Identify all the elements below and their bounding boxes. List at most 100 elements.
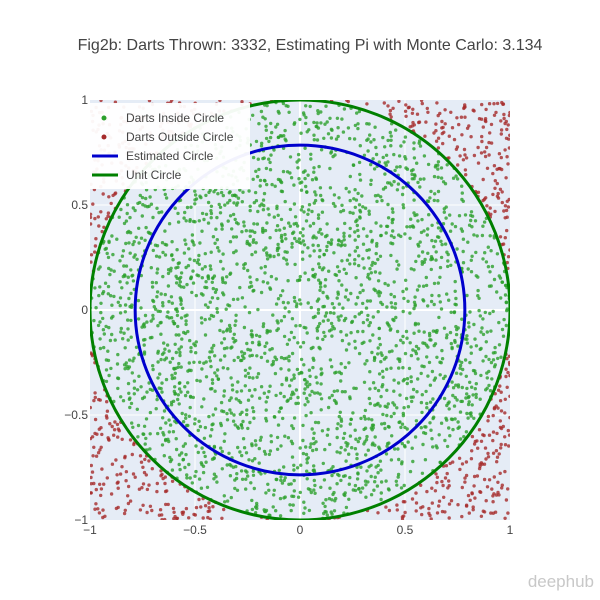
dart-point-inside bbox=[109, 366, 113, 371]
dart-point-inside bbox=[348, 174, 352, 179]
dart-point-inside bbox=[428, 400, 433, 404]
dart-point-outside bbox=[423, 134, 427, 138]
dart-point-outside bbox=[460, 462, 465, 466]
dart-point-inside bbox=[386, 181, 390, 185]
dart-point-inside bbox=[292, 468, 296, 472]
dart-point-outside bbox=[493, 186, 497, 190]
dart-point-outside bbox=[481, 198, 485, 203]
legend[interactable]: Darts Inside Circle Darts Outside Circle… bbox=[90, 103, 250, 189]
dart-point-inside bbox=[318, 392, 322, 396]
dart-point-inside bbox=[337, 318, 341, 322]
dart-point-inside bbox=[344, 333, 349, 337]
dart-point-inside bbox=[404, 278, 408, 282]
dart-point-outside bbox=[109, 201, 113, 206]
dart-point-inside bbox=[403, 351, 408, 356]
dart-point-inside bbox=[178, 296, 182, 300]
dart-point-outside bbox=[464, 156, 469, 160]
dart-point-inside bbox=[319, 121, 323, 125]
legend-item-darts-outside[interactable]: Darts Outside Circle bbox=[101, 130, 234, 144]
dart-point-outside bbox=[417, 120, 422, 124]
dart-point-outside bbox=[490, 487, 494, 491]
dart-point-outside bbox=[483, 446, 488, 450]
dart-point-inside bbox=[470, 254, 474, 258]
dart-point-inside bbox=[279, 319, 284, 323]
dart-point-inside bbox=[108, 272, 112, 277]
dart-point-outside bbox=[448, 461, 452, 466]
dart-point-inside bbox=[322, 252, 326, 257]
dart-point-inside bbox=[258, 204, 262, 208]
dart-point-inside bbox=[373, 125, 377, 129]
dart-point-outside bbox=[137, 487, 142, 491]
dart-point-inside bbox=[232, 201, 236, 205]
dart-point-outside bbox=[492, 475, 496, 479]
legend-item-unit-circle[interactable]: Unit Circle bbox=[92, 168, 182, 182]
dart-point-inside bbox=[254, 241, 258, 245]
dart-point-inside bbox=[361, 205, 365, 209]
dart-point-inside bbox=[280, 481, 285, 485]
dart-point-inside bbox=[453, 340, 457, 344]
dart-point-inside bbox=[324, 311, 329, 315]
dart-point-inside bbox=[483, 251, 487, 255]
dart-point-inside bbox=[172, 321, 177, 326]
dart-point-inside bbox=[215, 310, 220, 314]
dart-point-inside bbox=[289, 330, 294, 335]
dart-point-inside bbox=[252, 201, 256, 205]
dart-point-inside bbox=[450, 345, 454, 350]
dart-point-inside bbox=[392, 378, 396, 382]
dart-point-outside bbox=[481, 125, 485, 129]
dart-point-inside bbox=[376, 352, 380, 356]
dart-point-inside bbox=[219, 400, 224, 405]
dart-point-outside bbox=[143, 457, 147, 462]
dart-point-outside bbox=[90, 260, 93, 264]
dart-point-inside bbox=[233, 323, 237, 327]
dart-point-outside bbox=[110, 424, 114, 429]
dart-point-inside bbox=[323, 234, 328, 239]
dart-point-inside bbox=[182, 216, 186, 220]
dart-point-outside bbox=[503, 443, 508, 447]
dart-point-inside bbox=[408, 311, 412, 315]
dart-point-inside bbox=[292, 230, 296, 234]
dart-point-inside bbox=[497, 320, 501, 325]
dart-point-inside bbox=[293, 262, 297, 267]
legend-label-inside: Darts Inside Circle bbox=[126, 111, 224, 125]
dart-point-inside bbox=[289, 439, 294, 443]
dart-point-inside bbox=[474, 382, 478, 386]
dart-point-inside bbox=[489, 360, 494, 365]
dart-point-inside bbox=[326, 405, 331, 410]
dart-point-inside bbox=[226, 201, 230, 205]
dart-point-inside bbox=[305, 461, 309, 465]
dart-point-inside bbox=[290, 455, 295, 459]
dart-point-inside bbox=[270, 182, 274, 187]
dart-point-inside bbox=[382, 357, 387, 361]
dart-point-inside bbox=[292, 122, 296, 126]
dart-point-inside bbox=[265, 359, 270, 363]
dart-point-outside bbox=[164, 502, 168, 507]
dart-point-inside bbox=[365, 248, 369, 253]
dart-point-outside bbox=[500, 486, 504, 490]
dart-point-inside bbox=[263, 117, 267, 121]
legend-item-estimated-circle[interactable]: Estimated Circle bbox=[92, 149, 214, 163]
legend-item-darts-inside[interactable]: Darts Inside Circle bbox=[101, 111, 225, 125]
dart-point-inside bbox=[250, 335, 254, 339]
dart-point-inside bbox=[119, 326, 124, 331]
dart-point-inside bbox=[326, 427, 330, 432]
dart-point-inside bbox=[344, 186, 348, 191]
dart-point-inside bbox=[354, 386, 358, 391]
dart-point-outside bbox=[463, 153, 467, 157]
dart-point-inside bbox=[263, 351, 267, 355]
dart-point-inside bbox=[198, 379, 202, 383]
dart-point-outside bbox=[436, 146, 441, 150]
dart-point-inside bbox=[155, 290, 160, 294]
dart-point-inside bbox=[276, 321, 280, 325]
dart-point-inside bbox=[259, 385, 264, 389]
dart-point-inside bbox=[242, 263, 246, 267]
dart-point-inside bbox=[110, 234, 114, 238]
dart-point-inside bbox=[344, 505, 349, 510]
dart-point-inside bbox=[474, 395, 478, 400]
dart-point-outside bbox=[471, 505, 475, 509]
dart-point-inside bbox=[150, 280, 155, 285]
dart-point-outside bbox=[499, 132, 503, 136]
dart-point-inside bbox=[405, 225, 409, 229]
dart-point-inside bbox=[290, 245, 294, 249]
dart-point-inside bbox=[463, 213, 468, 217]
